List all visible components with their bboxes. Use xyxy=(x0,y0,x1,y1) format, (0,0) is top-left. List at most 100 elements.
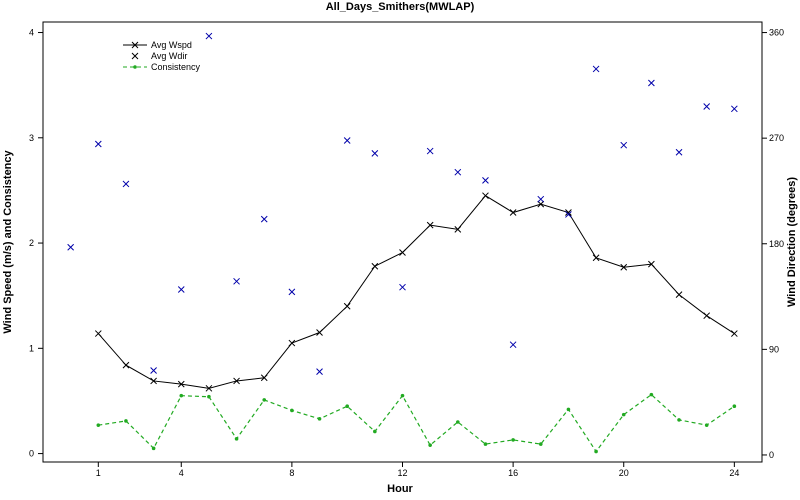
wspd-point xyxy=(399,249,406,256)
wdir-point xyxy=(620,141,628,149)
consistency-point xyxy=(179,393,184,398)
wspd-point xyxy=(482,192,489,200)
x-tick-label: 4 xyxy=(179,468,184,478)
y-left-tick-label: 0 xyxy=(29,449,34,459)
x-tick-label: 8 xyxy=(289,468,294,478)
consistency-point xyxy=(649,392,654,397)
wspd-point xyxy=(343,302,351,310)
y-left-tick-label: 1 xyxy=(29,343,34,353)
consistency-point xyxy=(373,429,377,434)
y-left-tick-label: 4 xyxy=(29,28,34,38)
consistency-point xyxy=(677,418,681,422)
wdir-point xyxy=(675,148,683,156)
wdir-point xyxy=(150,367,157,374)
wdir-point xyxy=(94,140,102,148)
wdir-point xyxy=(730,105,738,113)
wspd-point xyxy=(537,200,545,208)
wdir-point xyxy=(703,103,711,110)
consistency-point xyxy=(511,438,515,442)
consistency-point xyxy=(151,446,156,451)
x-tick-label: 16 xyxy=(508,468,518,478)
y-axis-left: 0 1 2 3 4 xyxy=(29,28,43,459)
consistency-point xyxy=(538,442,543,446)
legend-item-consistency: Consistency xyxy=(123,62,201,72)
consistency-point xyxy=(96,423,101,427)
x-axis: 1 4 8 12 16 20 24 xyxy=(96,462,739,478)
wdir-point xyxy=(399,283,406,291)
legend-marker-wdir xyxy=(131,52,139,60)
consistency-point xyxy=(207,394,211,399)
series-layer xyxy=(67,32,738,454)
legend-label-wspd: Avg Wspd xyxy=(151,40,192,50)
consistency-point xyxy=(566,407,571,412)
consistency-point xyxy=(732,404,737,409)
chart-title: All_Days_Smithers(MWLAP) xyxy=(326,1,475,13)
wdir-point xyxy=(426,147,434,155)
consistency-point xyxy=(704,423,709,427)
consistency-point xyxy=(262,398,267,402)
consistency-point xyxy=(290,408,294,413)
y-right-tick-label: 270 xyxy=(769,133,784,143)
wdir-point xyxy=(454,168,462,176)
y-axis-left-label: Wind Speed (m/s) and Consistency xyxy=(2,149,14,333)
wdir-point xyxy=(233,277,240,285)
wdir-point xyxy=(122,180,130,188)
wdir-point xyxy=(648,79,655,87)
wdir-point xyxy=(482,177,489,184)
y-axis-right-label: Wind Direction (degrees) xyxy=(786,177,798,307)
y-right-tick-label: 360 xyxy=(769,28,784,38)
consistency-point xyxy=(483,442,488,446)
wdir-point xyxy=(592,65,600,73)
legend: Avg Wspd Avg Wdir Consistency xyxy=(123,40,201,72)
wdir-point xyxy=(205,32,213,40)
wspd-point xyxy=(233,377,240,385)
consistency-point xyxy=(594,449,598,454)
wspd-series-line xyxy=(97,195,735,389)
wdir-point xyxy=(67,243,75,251)
consistency-point xyxy=(317,417,322,421)
wspd-point xyxy=(703,312,711,320)
wdir-point xyxy=(565,211,572,218)
x-tick-label: 24 xyxy=(729,468,739,478)
consistency-point xyxy=(400,393,405,398)
wspd-point xyxy=(150,377,157,385)
legend-label-wdir: Avg Wdir xyxy=(151,51,187,61)
wspd-point xyxy=(592,254,600,262)
wspd-point xyxy=(94,330,102,337)
x-tick-label: 20 xyxy=(619,468,629,478)
consistency-point xyxy=(345,404,349,409)
legend-item-wdir: Avg Wdir xyxy=(131,51,187,61)
wspd-point xyxy=(648,260,655,268)
x-axis-label: Hour xyxy=(387,483,413,495)
y-right-tick-label: 90 xyxy=(769,344,779,354)
consistency-series-line xyxy=(98,393,735,453)
legend-marker-wspd xyxy=(131,41,139,49)
consistency-point xyxy=(456,420,460,424)
legend-marker-consistency xyxy=(133,65,137,69)
wspd-point xyxy=(620,263,628,271)
consistency-point xyxy=(428,443,432,447)
wspd-point xyxy=(675,291,683,298)
wspd-point xyxy=(509,209,517,216)
wspd-point xyxy=(565,209,572,216)
wdir-point xyxy=(316,368,323,376)
legend-label-consistency: Consistency xyxy=(151,62,201,72)
y-axis-right: 0 90 180 270 360 xyxy=(762,28,784,460)
wdir-point xyxy=(509,341,517,349)
consistency-point xyxy=(621,412,626,417)
wspd-point xyxy=(177,380,185,388)
x-tick-label: 12 xyxy=(397,468,407,478)
y-left-tick-label: 3 xyxy=(29,133,34,143)
wdir-point xyxy=(343,137,351,144)
legend-item-wspd: Avg Wspd xyxy=(123,40,192,50)
wdir-point xyxy=(260,215,268,223)
wdir-point xyxy=(537,195,545,203)
wdir-point xyxy=(177,286,185,293)
y-right-tick-label: 180 xyxy=(769,239,784,249)
consistency-point xyxy=(234,437,239,441)
wdir-point xyxy=(288,288,296,296)
x-tick-label: 1 xyxy=(96,468,101,478)
wspd-point xyxy=(371,262,379,270)
y-left-tick-label: 2 xyxy=(29,238,34,248)
wspd-point xyxy=(730,330,738,337)
